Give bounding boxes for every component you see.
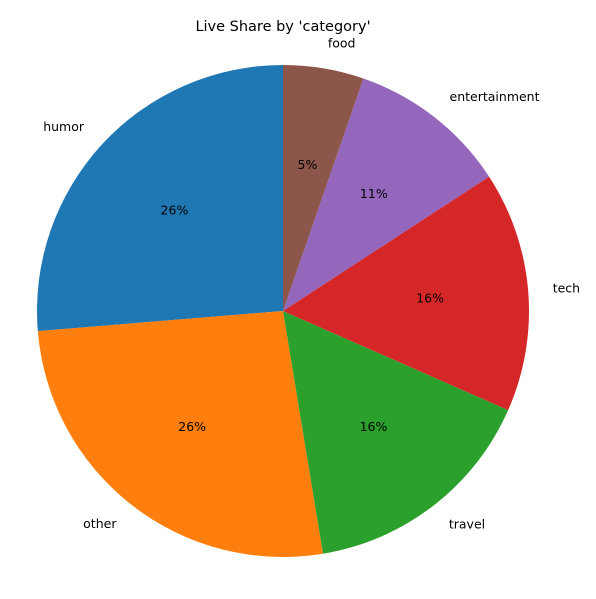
pie-percent-tech: 16% [416, 290, 444, 305]
pie-percent-travel: 16% [360, 419, 388, 434]
pie-label-travel: travel [449, 516, 485, 531]
pie-percent-other: 26% [178, 419, 206, 434]
chart-title: Live Share by 'category' [195, 19, 370, 35]
pie-label-tech: tech [553, 280, 580, 295]
pie-slice-humor [37, 65, 284, 332]
pie-slices [37, 65, 529, 557]
pie-slice-tech [283, 176, 529, 411]
pie-slice-travel [283, 311, 509, 554]
pie-label-entertainment: entertainment [450, 89, 540, 104]
pie-label-food: food [328, 36, 356, 51]
pie-percent-food: 5% [298, 157, 318, 172]
pie-percent-humor: 26% [161, 202, 189, 217]
pie-percent-entertainment: 11% [360, 186, 388, 201]
pie-label-humor: humor [43, 119, 85, 134]
pie-slice-food [283, 65, 364, 311]
pie-percent-labels: 26% 26% 16% 16% 11% 5% [161, 157, 445, 434]
pie-slice-entertainment [283, 78, 490, 311]
pie-labels: humor other travel tech entertainment food [43, 36, 580, 532]
pie-slice-other [37, 311, 324, 557]
pie-label-other: other [83, 516, 117, 531]
